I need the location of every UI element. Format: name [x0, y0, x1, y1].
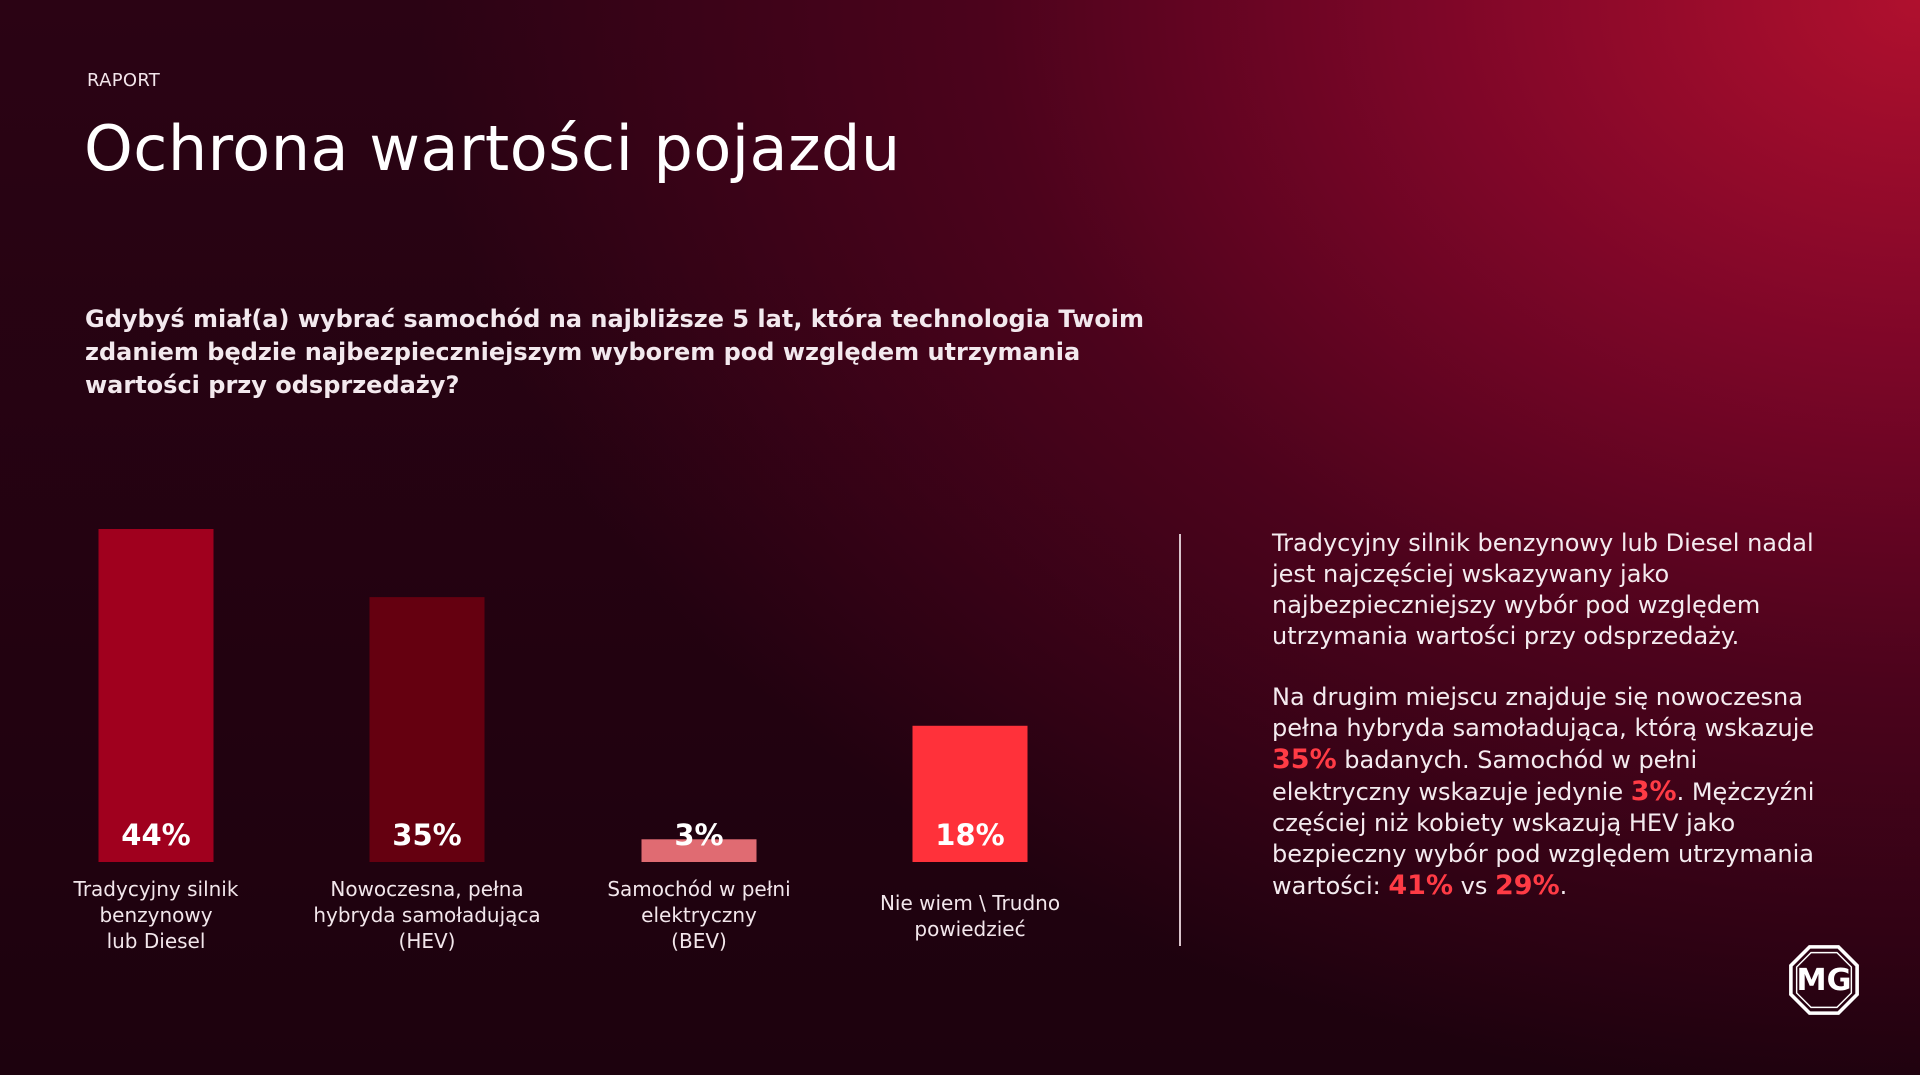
- survey-question: Gdybyś miał(a) wybrać samochód na najbli…: [85, 305, 1145, 399]
- category-label: Nie wiem \ Trudno: [880, 891, 1060, 915]
- bar-2: [641, 839, 757, 862]
- commentary-text: Na drugim miejscu znajduje się nowoczesn…: [1272, 683, 1815, 742]
- category-label: (BEV): [671, 929, 727, 953]
- category-label: Nowoczesna, pełna: [330, 877, 523, 901]
- commentary-text: . Mężczyźni częściej niż kobiety wskazuj…: [1272, 778, 1815, 900]
- highlight-value: 3%: [1630, 776, 1677, 807]
- category-label: Samochód w pełni: [607, 877, 790, 901]
- commentary-text: vs: [1453, 872, 1495, 900]
- category-label: powiedzieć: [914, 917, 1025, 941]
- category-label: elektryczny: [641, 903, 757, 927]
- category-label: hybryda samoładująca: [313, 903, 540, 927]
- report-eyebrow: RAPORT: [87, 70, 161, 91]
- bar-3: [912, 725, 1028, 862]
- chart-divider: [1179, 534, 1181, 946]
- mg-logo-icon: MG: [1789, 945, 1859, 1015]
- highlight-value: 41%: [1388, 870, 1454, 901]
- commentary-paragraph-2: Na drugim miejscu znajduje się nowoczesn…: [1272, 682, 1832, 902]
- bar-value-label: 18%: [935, 818, 1004, 852]
- category-label: Tradycyjny silnik: [73, 877, 239, 901]
- bar-0: [98, 529, 214, 862]
- commentary-text: .: [1559, 872, 1568, 900]
- bar-value-label: 3%: [674, 818, 723, 852]
- category-label: lub Diesel: [107, 929, 206, 953]
- category-label: (HEV): [399, 929, 456, 953]
- bar-value-label: 35%: [392, 818, 461, 852]
- highlight-value: 29%: [1495, 870, 1560, 901]
- logo-text: MG: [1797, 963, 1852, 998]
- commentary-paragraph-1: Tradycyjny silnik benzynowy lub Diesel n…: [1272, 529, 1814, 650]
- page-title: Ochrona wartości pojazdu: [84, 112, 901, 185]
- highlight-value: 35%: [1272, 744, 1337, 775]
- bar-value-label: 44%: [121, 818, 190, 852]
- category-label: benzynowy: [99, 903, 212, 927]
- commentary-text: badanych. Samochód w pełni elektryczny w…: [1272, 746, 1698, 806]
- bar-1: [369, 597, 485, 862]
- commentary: Tradycyjny silnik benzynowy lub Diesel n…: [1272, 528, 1832, 932]
